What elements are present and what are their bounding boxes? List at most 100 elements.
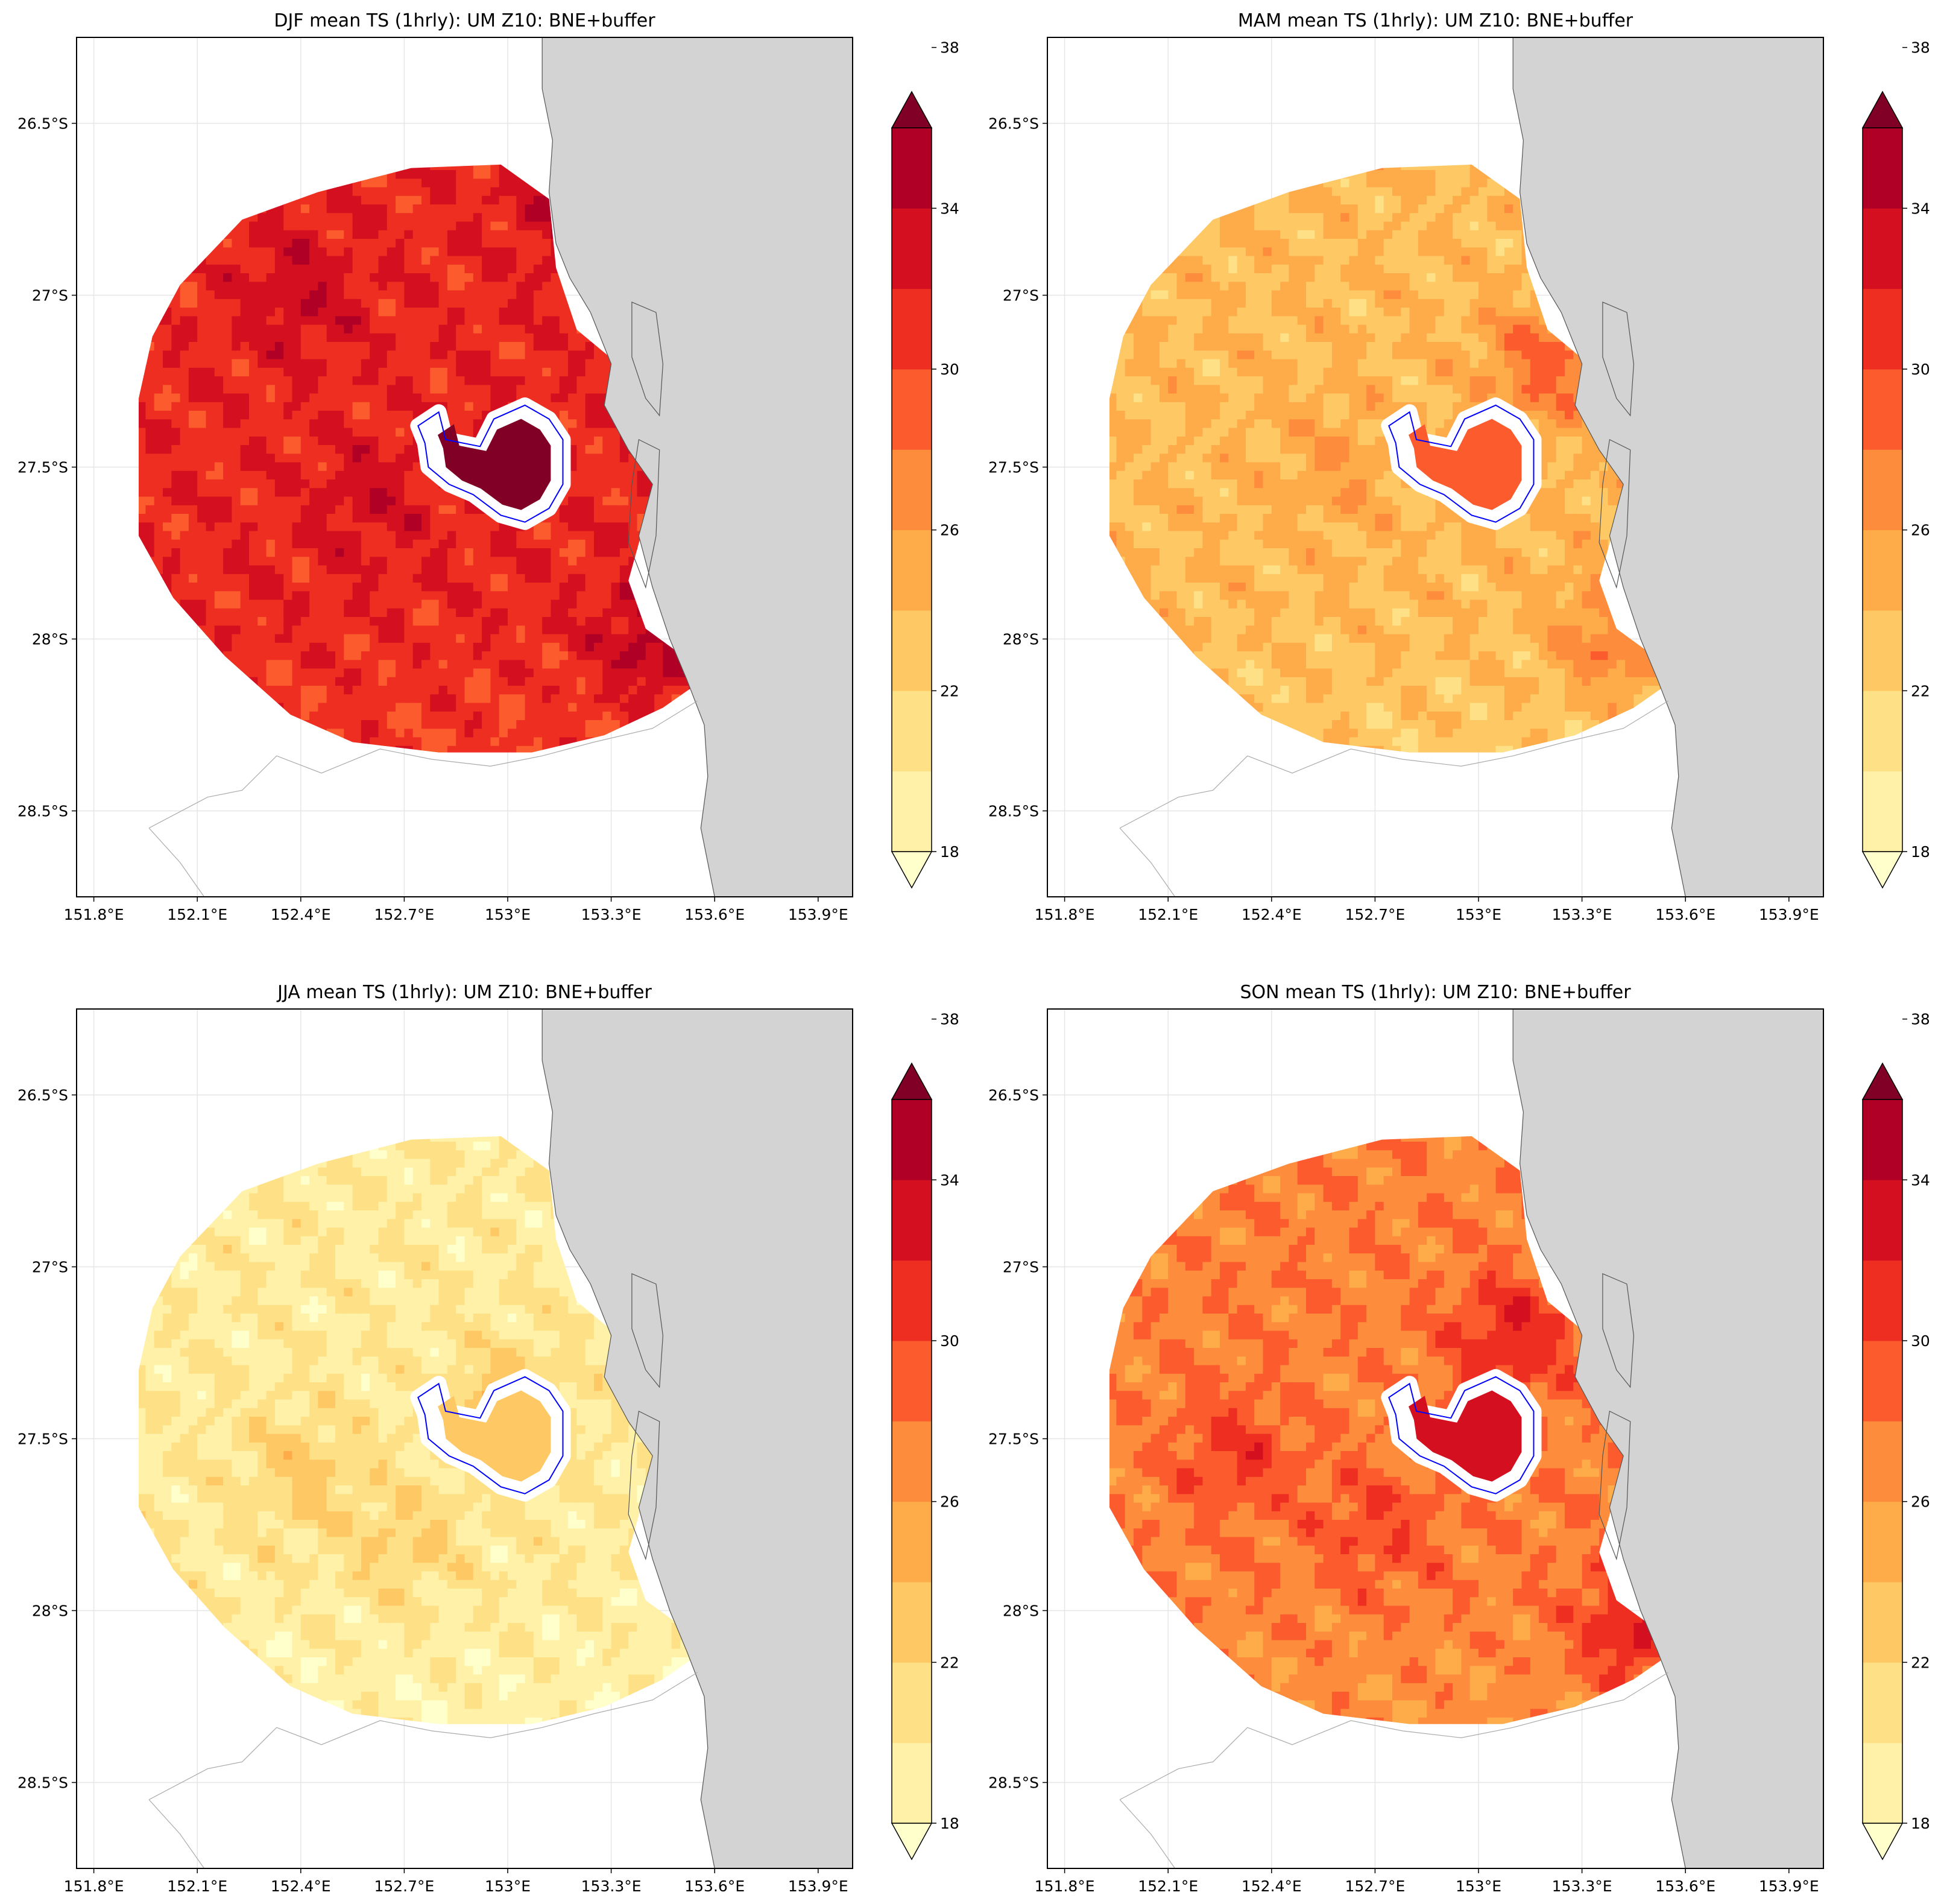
ts-cell — [318, 367, 327, 376]
ts-cell — [533, 384, 543, 394]
ts-cell — [430, 333, 440, 342]
colorbar-tick-label: 22 — [940, 682, 959, 700]
ts-cell — [309, 341, 318, 351]
ts-cell — [387, 178, 396, 188]
ts-cell — [197, 590, 207, 600]
ts-cell — [585, 531, 595, 540]
ts-cell — [516, 315, 526, 325]
ts-cell — [326, 703, 336, 712]
ts-cell — [412, 582, 422, 592]
ts-cell — [551, 556, 560, 566]
ts-cell — [335, 238, 344, 248]
ts-cell — [240, 505, 250, 514]
ts-cell — [421, 333, 431, 342]
ts-cell — [404, 350, 414, 359]
ts-cell — [490, 625, 500, 634]
ts-cell — [387, 402, 396, 411]
ts-cell — [396, 204, 405, 213]
ts-cell — [516, 367, 526, 376]
ts-cell — [404, 195, 414, 204]
ts-cell — [344, 281, 353, 291]
ts-cell — [163, 333, 172, 342]
ts-cell — [473, 590, 482, 600]
ts-cell — [542, 625, 552, 634]
ts-cell — [499, 315, 508, 325]
ts-cell — [576, 410, 586, 420]
ts-cell — [361, 462, 370, 471]
ts-cell — [533, 634, 543, 643]
ts-cell — [602, 677, 612, 686]
ts-cell — [274, 677, 284, 686]
ts-cell — [370, 737, 379, 746]
ts-cell — [508, 745, 517, 753]
ts-cell — [559, 402, 569, 411]
ts-cell — [223, 462, 232, 471]
ts-cell — [344, 634, 353, 643]
ts-cell — [490, 599, 500, 609]
ts-cell — [361, 204, 370, 213]
ts-cell — [206, 531, 215, 540]
ts-cell — [300, 195, 310, 204]
ts-cell — [430, 324, 440, 334]
ts-cell — [188, 384, 198, 394]
ts-cell — [551, 359, 560, 368]
ts-cell — [404, 513, 414, 523]
ts-cell — [576, 419, 586, 428]
ts-cell — [361, 651, 370, 660]
ts-cell — [163, 402, 172, 411]
ts-cell — [421, 522, 431, 531]
ts-cell — [585, 728, 595, 738]
ts-cell — [387, 556, 396, 566]
ts-cell — [473, 634, 482, 643]
ts-cell — [396, 281, 405, 291]
ts-cell — [300, 281, 310, 291]
ts-cell — [412, 384, 422, 394]
ts-cell — [197, 264, 207, 273]
ts-cell — [619, 659, 629, 669]
ts-cell — [223, 238, 232, 248]
ts-cell — [274, 565, 284, 574]
ts-cell — [559, 694, 569, 703]
ts-cell — [206, 436, 215, 445]
ts-cell — [240, 453, 250, 463]
ts-cell — [619, 565, 629, 574]
ts-cell — [249, 608, 258, 617]
ts-cell — [430, 350, 440, 359]
ts-cell — [326, 556, 336, 566]
ts-cell — [663, 677, 672, 686]
ts-cell — [464, 745, 474, 753]
ts-cell — [404, 221, 414, 230]
ts-cell — [214, 264, 224, 273]
ts-cell — [568, 496, 577, 505]
ts-cell — [542, 273, 552, 282]
ts-cell — [139, 531, 146, 540]
ts-cell — [551, 677, 560, 686]
ts-cell — [516, 634, 526, 643]
ts-cell — [292, 333, 301, 342]
ts-cell — [404, 462, 414, 471]
ts-cell — [283, 694, 293, 703]
ts-cell — [232, 608, 241, 617]
ts-cell — [309, 522, 318, 531]
ts-cell — [490, 264, 500, 273]
ts-cell — [533, 367, 543, 376]
ts-cell — [551, 565, 560, 574]
ts-cell — [352, 333, 362, 342]
ts-cell — [464, 668, 474, 677]
ts-cell — [352, 574, 362, 583]
panel-title-djf: DJF mean TS (1hrly): UM Z10: BNE+buffer — [274, 10, 655, 31]
ts-cell — [482, 204, 491, 213]
ts-cell — [594, 496, 603, 505]
ts-cell — [361, 178, 370, 188]
ts-cell — [533, 745, 543, 753]
ts-cell — [214, 273, 224, 282]
ts-cell — [412, 247, 422, 256]
ts-cell — [171, 513, 181, 523]
ts-cell — [585, 479, 595, 489]
ts-cell — [171, 315, 181, 325]
ts-cell — [482, 531, 491, 540]
ts-cell — [232, 376, 241, 385]
ts-cell — [283, 256, 293, 265]
ts-cell — [628, 711, 638, 720]
